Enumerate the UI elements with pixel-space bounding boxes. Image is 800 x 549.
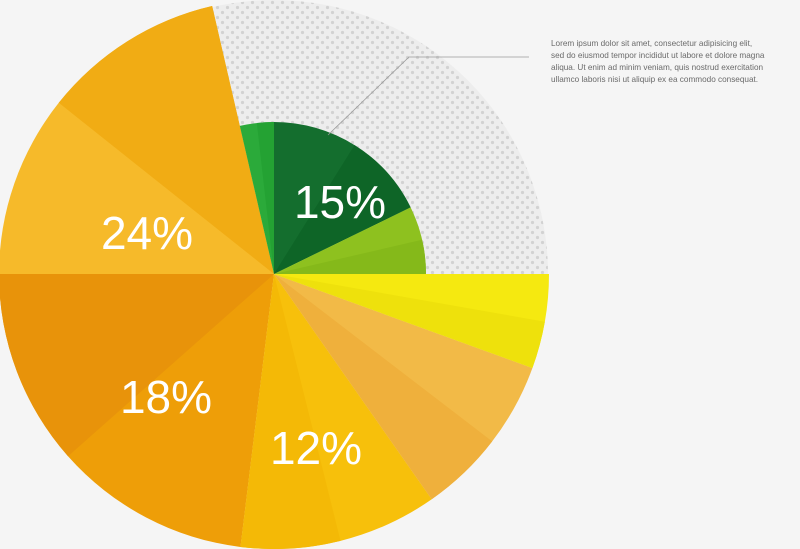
pie-slice-shade [240, 274, 341, 549]
annotation-line: aliqua. Ut enim ad minim veniam, quis no… [551, 63, 764, 72]
slice-labels: 24% 15% 18% 12% [101, 176, 386, 474]
pie-slice-shade [274, 274, 493, 500]
slice-label: 15% [294, 176, 386, 228]
pie-slices [0, 6, 549, 549]
pie-slice-shade [274, 274, 545, 369]
pie-slice-shade [274, 239, 426, 274]
slice-label: 24% [101, 207, 193, 259]
annotation-line: sed do eiusmod tempor incididut ut labor… [551, 51, 765, 60]
pie-slice-shade [274, 145, 411, 274]
pie-slice [274, 122, 411, 274]
slice-label: 18% [120, 371, 212, 423]
pie-slice [274, 274, 533, 500]
slice-label: 12% [270, 422, 362, 474]
pie-slice [240, 274, 432, 549]
annotation-line: ullamco laboris nisi ut aliquip ex ea co… [551, 75, 759, 84]
pie-slice [239, 122, 274, 274]
pie-slice-shade [0, 274, 274, 457]
pie-slice [0, 274, 274, 547]
pie-slice [274, 207, 426, 274]
pie-slice-shade [256, 122, 274, 274]
pie-slice [0, 6, 274, 275]
pie-slice [274, 274, 549, 369]
annotation-line: Lorem ipsum dolor sit amet, consectetur … [551, 39, 753, 48]
annotation-text: Lorem ipsum dolor sit amet, consectetur … [551, 38, 800, 86]
pie-slice-shade [58, 6, 274, 275]
leader-line [327, 56, 529, 136]
